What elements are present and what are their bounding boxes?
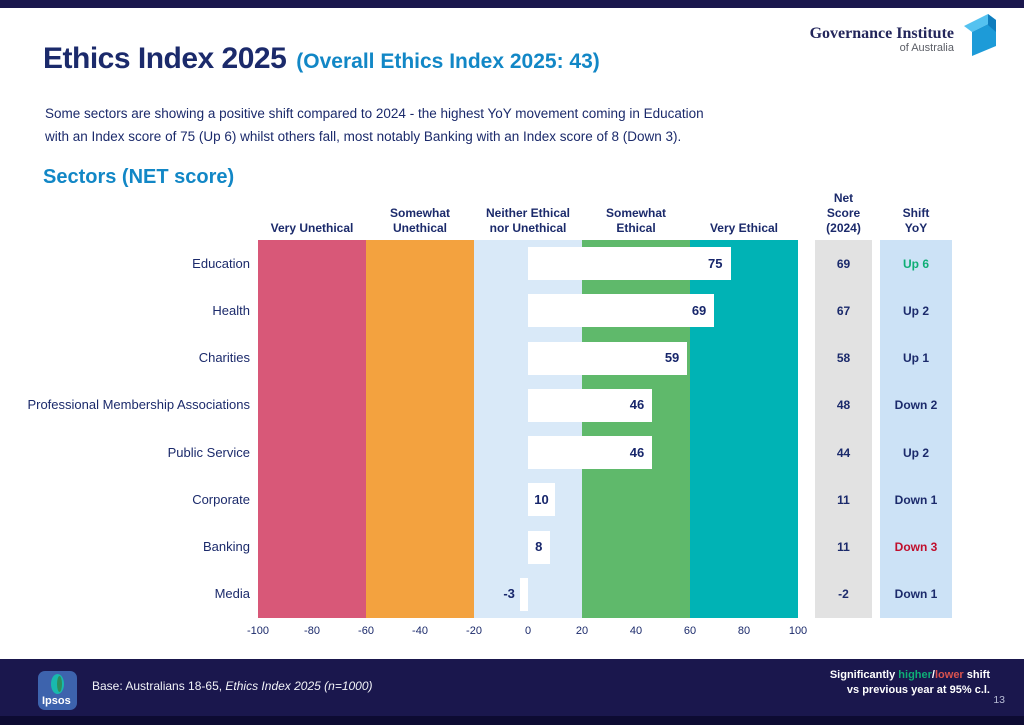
page-title: Ethics Index 2025 (Overall Ethics Index … xyxy=(43,42,600,76)
bar-8 xyxy=(519,577,528,611)
bar-2 xyxy=(528,294,715,328)
ipsos-logo: Ipsos xyxy=(38,671,77,710)
subtitle: Some sectors are showing a positive shif… xyxy=(45,102,704,148)
top-border-bar xyxy=(0,0,1024,8)
bar-value-5: 46 xyxy=(629,444,645,460)
shift-yoy-3: Up 1 xyxy=(902,351,929,366)
band-header-4: Somewhat Ethical xyxy=(605,206,666,235)
band-header-2: Somewhat Unethical xyxy=(389,206,450,235)
shift-yoy-4: Down 2 xyxy=(894,398,938,413)
bar-6 xyxy=(528,483,555,517)
extra-column-bg-1 xyxy=(815,240,872,618)
governance-logo-cube-icon xyxy=(964,14,996,56)
band-header-3: Neither Ethical nor Unethical xyxy=(485,206,571,235)
governance-logo-line2: of Australia xyxy=(899,42,954,54)
x-tick--80: -80 xyxy=(304,625,320,637)
x-tick-40: 40 xyxy=(629,625,643,637)
shift-yoy-7: Down 3 xyxy=(894,540,938,555)
net-score-7: 11 xyxy=(837,540,850,555)
significance-line1: Significantly higher/lower shift xyxy=(830,668,990,683)
significance-note: Significantly higher/lower shift vs prev… xyxy=(830,668,990,698)
x-tick-100: 100 xyxy=(788,625,808,637)
page-title-main: Ethics Index 2025 xyxy=(43,42,287,75)
extra-column-header-1: Net Score (2024) xyxy=(826,191,861,235)
subtitle-line2: with an Index score of 75 (Up 6) whilst … xyxy=(45,129,682,144)
shift-yoy-5: Up 2 xyxy=(902,445,929,460)
bar-value-2: 69 xyxy=(691,302,707,318)
row-label-8: Media xyxy=(214,586,250,602)
row-label-3: Charities xyxy=(198,350,250,366)
bar-1 xyxy=(528,247,731,281)
bar-value-1: 75 xyxy=(708,255,723,271)
shift-yoy-2: Up 2 xyxy=(902,303,929,318)
sig-prefix: Significantly xyxy=(829,669,899,681)
bar-4 xyxy=(528,388,653,422)
shift-yoy-8: Down 1 xyxy=(894,587,938,602)
x-tick--20: -20 xyxy=(466,625,482,637)
page-number: 13 xyxy=(993,694,1005,706)
bar-value-7: 8 xyxy=(535,539,543,555)
ipsos-logo-wordmark: Ipsos xyxy=(42,695,71,707)
net-score-4: 48 xyxy=(836,398,851,413)
page-title-suffix: (Overall Ethics Index 2025: 43) xyxy=(296,50,600,73)
extra-column-header-2: Shift YoY xyxy=(902,206,930,235)
x-tick--40: -40 xyxy=(412,625,428,637)
bar-value-3: 59 xyxy=(664,350,680,366)
section-title: Sectors (NET score) xyxy=(43,166,235,188)
base-note: Base: Australians 18-65, Ethics Index 20… xyxy=(92,679,373,693)
x-tick-80: 80 xyxy=(737,625,751,637)
net-score-5: 44 xyxy=(836,445,851,460)
net-score-8: -2 xyxy=(838,587,849,602)
significance-line2: vs previous year at 95% c.l. xyxy=(846,684,990,696)
bar-3 xyxy=(528,341,688,375)
net-score-1: 69 xyxy=(836,256,851,271)
row-label-6: Corporate xyxy=(192,491,250,507)
band-header-1: Very Unethical xyxy=(270,221,354,235)
net-score-2: 67 xyxy=(836,303,851,318)
x-tick-20: 20 xyxy=(575,625,589,637)
row-label-7: Banking xyxy=(203,539,250,555)
base-note-label: Base: Australians 18-65, xyxy=(92,679,226,693)
net-score-3: 58 xyxy=(836,351,851,366)
bar-value-8: -3 xyxy=(503,586,515,602)
band-2 xyxy=(366,240,474,618)
band-1 xyxy=(258,240,366,618)
row-label-1: Education xyxy=(192,255,250,271)
sig-slash: / xyxy=(931,669,935,681)
row-label-2: Health xyxy=(212,302,250,318)
bar-5 xyxy=(528,436,653,470)
x-tick--100: -100 xyxy=(246,625,270,637)
shift-yoy-1: Up 6 xyxy=(902,256,929,271)
bar-value-4: 46 xyxy=(629,397,645,413)
extra-column-bg-2 xyxy=(880,240,952,618)
net-score-6: 11 xyxy=(837,492,850,507)
x-tick-0: 0 xyxy=(524,625,532,637)
footer-bottom-strip xyxy=(0,716,1024,725)
governance-logo-text: Governance Institute of Australia xyxy=(810,26,954,56)
bar-7 xyxy=(528,530,550,564)
footer-bar xyxy=(0,659,1024,725)
governance-logo-line1: Governance Institute xyxy=(809,25,954,42)
x-tick-60: 60 xyxy=(683,625,697,637)
row-label-4: Professional Membership Associations xyxy=(27,397,250,413)
base-note-source: Ethics Index 2025 (n=1000) xyxy=(225,679,373,693)
band-header-5: Very Ethical xyxy=(709,221,779,235)
governance-institute-logo: Governance Institute of Australia xyxy=(810,12,996,56)
subtitle-line1: Some sectors are showing a positive shif… xyxy=(45,106,704,121)
sig-lower: lower xyxy=(934,669,964,681)
ipsos-logo-blob2-icon xyxy=(57,676,62,692)
sig-higher: higher xyxy=(898,669,932,681)
shift-yoy-6: Down 1 xyxy=(894,492,938,507)
x-tick--60: -60 xyxy=(358,625,374,637)
bar-value-6: 10 xyxy=(534,491,549,507)
row-label-5: Public Service xyxy=(167,444,250,460)
sig-suffix: shift xyxy=(963,669,990,681)
